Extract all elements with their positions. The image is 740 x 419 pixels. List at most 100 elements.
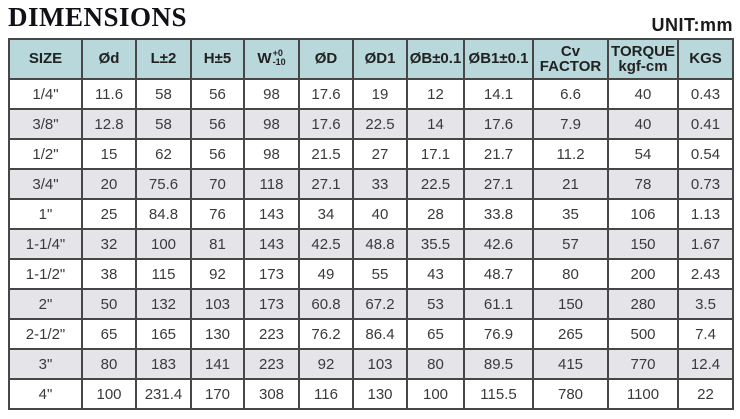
column-header: ØD: [298, 38, 354, 80]
cell: 48.7: [463, 258, 534, 290]
cell: 48.8: [352, 228, 408, 260]
cell: 143: [243, 198, 300, 230]
cell: 173: [243, 258, 300, 290]
cell: 150: [607, 228, 679, 260]
cell: 55: [352, 258, 408, 290]
cell: 27.1: [298, 168, 354, 200]
cell: 42.5: [298, 228, 354, 260]
column-header: H±5: [190, 38, 245, 80]
cell: 3/4": [8, 168, 83, 200]
cell: 17.6: [298, 78, 354, 110]
cell: 27.1: [463, 168, 534, 200]
column-header: Cv FACTOR: [532, 38, 609, 80]
cell: 223: [243, 318, 300, 350]
cell: 183: [135, 348, 192, 380]
cell: 42.6: [463, 228, 534, 260]
cell: 56: [190, 138, 245, 170]
cell: 40: [607, 78, 679, 110]
cell: 100: [81, 378, 137, 410]
cell: 61.1: [463, 288, 534, 320]
cell: 56: [190, 108, 245, 140]
cell: 2.43: [677, 258, 734, 290]
cell: 80: [532, 258, 609, 290]
cell: 27: [352, 138, 408, 170]
cell: 98: [243, 108, 300, 140]
cell: 200: [607, 258, 679, 290]
cell: 132: [135, 288, 192, 320]
cell: 76.9: [463, 318, 534, 350]
cell: 34: [298, 198, 354, 230]
table-row: 1-1/4" 32 100 81 143 42.5 48.8 35.5 42.6 57 150 1.6…: [8, 228, 734, 260]
column-header: ØB1±0.1: [463, 38, 534, 80]
cell: 28: [406, 198, 465, 230]
cell: 22: [677, 378, 734, 410]
cell: 12.4: [677, 348, 734, 380]
cell: 81: [190, 228, 245, 260]
cell: 22.5: [406, 168, 465, 200]
cell: 1.13: [677, 198, 734, 230]
table-row: 1" 25 84.8 76 143 34 40 28 33.8 35 106 1.13: [8, 198, 734, 230]
column-header: TORQUE kgf-cm: [607, 38, 679, 80]
cell: 1/4": [8, 78, 83, 110]
cell: 4": [8, 378, 83, 410]
cell: 103: [352, 348, 408, 380]
cell: 1": [8, 198, 83, 230]
cell: 57: [532, 228, 609, 260]
cell: 7.4: [677, 318, 734, 350]
cell: 40: [607, 108, 679, 140]
cell: 150: [532, 288, 609, 320]
cell: 7.9: [532, 108, 609, 140]
cell: 14.1: [463, 78, 534, 110]
cell: 17.6: [463, 108, 534, 140]
cell: 75.6: [135, 168, 192, 200]
cell: 40: [352, 198, 408, 230]
cell: 21: [532, 168, 609, 200]
cell: 173: [243, 288, 300, 320]
cell: 780: [532, 378, 609, 410]
cell: 76.2: [298, 318, 354, 350]
column-header: SIZE: [8, 38, 83, 80]
cell: 223: [243, 348, 300, 380]
cell: 12.8: [81, 108, 137, 140]
cell: 33: [352, 168, 408, 200]
cell: 141: [190, 348, 245, 380]
cell: 231.4: [135, 378, 192, 410]
column-header: Ød: [81, 38, 137, 80]
cell: 84.8: [135, 198, 192, 230]
cell: 65: [81, 318, 137, 350]
column-header: ØB±0.1: [406, 38, 465, 80]
cell: 49: [298, 258, 354, 290]
cell: 1-1/4": [8, 228, 83, 260]
table-row: 4" 100 231.4 170 308 116 130 100 115.5 780 1100 22: [8, 378, 734, 410]
cell: 17.6: [298, 108, 354, 140]
cell: 500: [607, 318, 679, 350]
cell: 130: [352, 378, 408, 410]
cell: 67.2: [352, 288, 408, 320]
cell: 0.54: [677, 138, 734, 170]
cell: 308: [243, 378, 300, 410]
cell: 165: [135, 318, 192, 350]
cell: 62: [135, 138, 192, 170]
cell: 98: [243, 138, 300, 170]
cell: 106: [607, 198, 679, 230]
cell: 33.8: [463, 198, 534, 230]
cell: 3.5: [677, 288, 734, 320]
table-row: 3/4" 20 75.6 70 118 27.1 33 22.5 27.1 21 78 0.73: [8, 168, 734, 200]
column-header: L±2: [135, 38, 192, 80]
page-title: DIMENSIONS: [8, 2, 188, 32]
cell: 143: [243, 228, 300, 260]
cell: 19: [352, 78, 408, 110]
cell: 38: [81, 258, 137, 290]
cell: 98: [243, 78, 300, 110]
cell: 35: [532, 198, 609, 230]
cell: 89.5: [463, 348, 534, 380]
cell: 265: [532, 318, 609, 350]
cell: 116: [298, 378, 354, 410]
cell: 6.6: [532, 78, 609, 110]
cell: 11.6: [81, 78, 137, 110]
table-row: 1-1/2" 38 115 92 173 49 55 43 48.7 80 200 2.43: [8, 258, 734, 290]
cell: 21.7: [463, 138, 534, 170]
cell: 0.73: [677, 168, 734, 200]
cell: 0.41: [677, 108, 734, 140]
cell: 100: [406, 378, 465, 410]
